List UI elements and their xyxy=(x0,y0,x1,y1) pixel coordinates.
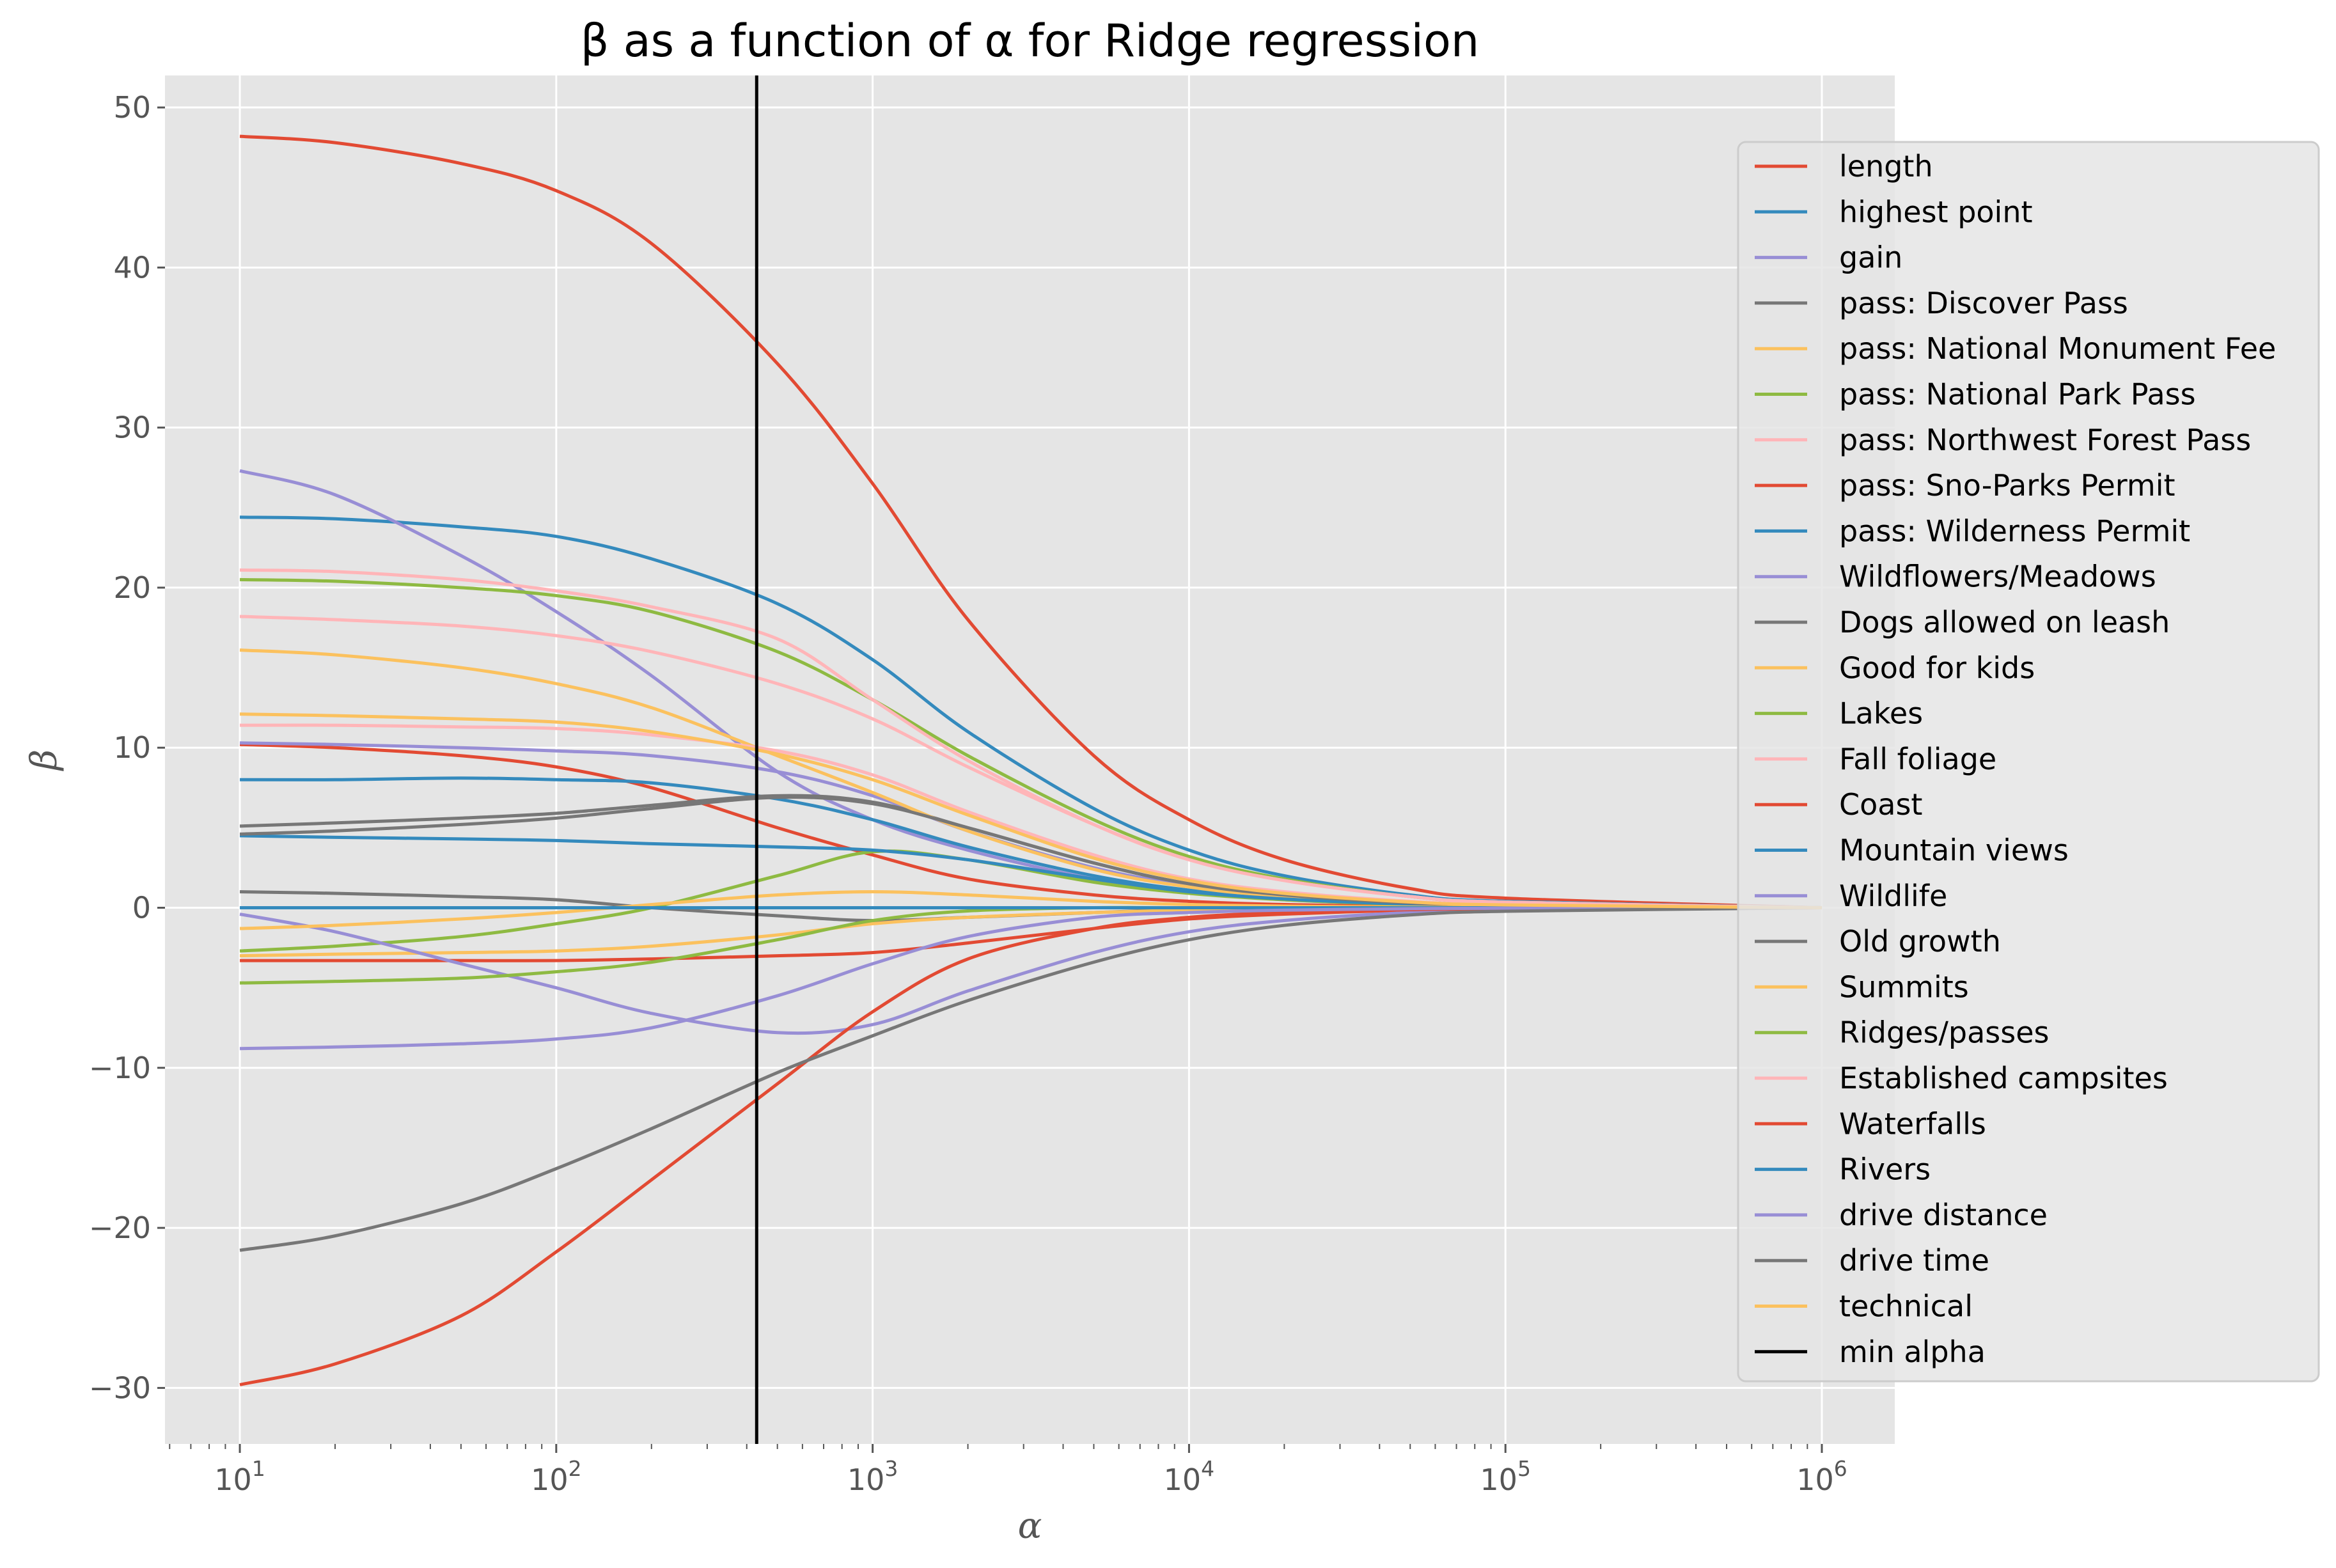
series-line xyxy=(239,906,1823,1252)
legend-label: gain xyxy=(1839,240,1902,275)
legend-label: Dogs allowed on leash xyxy=(1839,605,2170,639)
legend-label: Summits xyxy=(1839,969,1969,1004)
x-axis-label: α xyxy=(1018,1505,1042,1547)
series-line xyxy=(239,906,1822,1035)
y-tick-label: 40 xyxy=(113,250,151,285)
legend-label: Waterfalls xyxy=(1839,1106,1986,1141)
legend-label: highest point xyxy=(1839,194,2033,229)
x-tick-label: 104 xyxy=(1164,1456,1215,1497)
series-line xyxy=(240,568,1823,910)
x-tick-label: 105 xyxy=(1480,1456,1531,1497)
y-tick-label: 0 xyxy=(132,891,151,925)
plot-area xyxy=(165,75,1895,1444)
x-tick-label: 101 xyxy=(214,1456,265,1497)
legend-label: Good for kids xyxy=(1839,650,2035,685)
y-tick-label: −10 xyxy=(89,1051,151,1085)
legend-box xyxy=(1737,141,2320,1383)
x-tick-label: 106 xyxy=(1796,1456,1847,1497)
legend-label: length xyxy=(1839,149,1933,184)
x-tick-label: 103 xyxy=(847,1456,898,1497)
legend-label: min alpha xyxy=(1839,1335,1986,1369)
series-lines xyxy=(239,134,1823,1386)
y-tick-label: −20 xyxy=(89,1211,151,1245)
legend-label: Rivers xyxy=(1839,1152,1931,1187)
legend-label: drive distance xyxy=(1839,1198,2048,1232)
legend-label: pass: National Park Pass xyxy=(1839,377,2196,412)
y-axis-label: β xyxy=(24,749,65,771)
legend-label: Lakes xyxy=(1839,696,1923,731)
legend-label: pass: Wilderness Permit xyxy=(1839,514,2190,548)
legend-label: Coast xyxy=(1839,787,1922,822)
x-tick-label: 102 xyxy=(531,1456,582,1497)
legend-label: pass: Discover Pass xyxy=(1839,286,2128,320)
chart-title: β as a function of α for Ridge regressio… xyxy=(581,15,1479,67)
legend-label: Mountain views xyxy=(1839,833,2069,868)
series-line xyxy=(240,712,1823,910)
y-tick-label: 50 xyxy=(113,90,151,125)
legend-label: technical xyxy=(1839,1289,1973,1324)
legend-label: Old growth xyxy=(1839,924,2001,959)
legend: length highest point gain pass: Discover Pa… xyxy=(1737,141,2320,1383)
y-tick-label: 10 xyxy=(113,730,151,765)
legend-label: Established campsites xyxy=(1839,1061,2168,1095)
legend-label: pass: Northwest Forest Pass xyxy=(1839,423,2251,457)
series-line xyxy=(240,906,1822,1051)
series-line xyxy=(239,134,1823,910)
y-tick-label: 30 xyxy=(113,411,151,445)
axis-ticks: −30 −20 −10 0 10 20 30 40 50 101 102 103 104 105 106 xyxy=(89,90,1847,1497)
legend-label: pass: Sno-Parks Permit xyxy=(1839,468,2175,503)
legend-label: Fall foliage xyxy=(1839,742,1996,776)
legend-label: pass: National Monument Fee xyxy=(1839,331,2276,366)
legend-label: Wildlife xyxy=(1839,879,1947,913)
legend-label: Wildflowers/Meadows xyxy=(1839,560,2156,594)
y-tick-label: 20 xyxy=(113,570,151,605)
legend-label: drive time xyxy=(1839,1243,1989,1278)
y-tick-label: −30 xyxy=(89,1370,151,1405)
legend-label: Ridges/passes xyxy=(1839,1015,2050,1050)
